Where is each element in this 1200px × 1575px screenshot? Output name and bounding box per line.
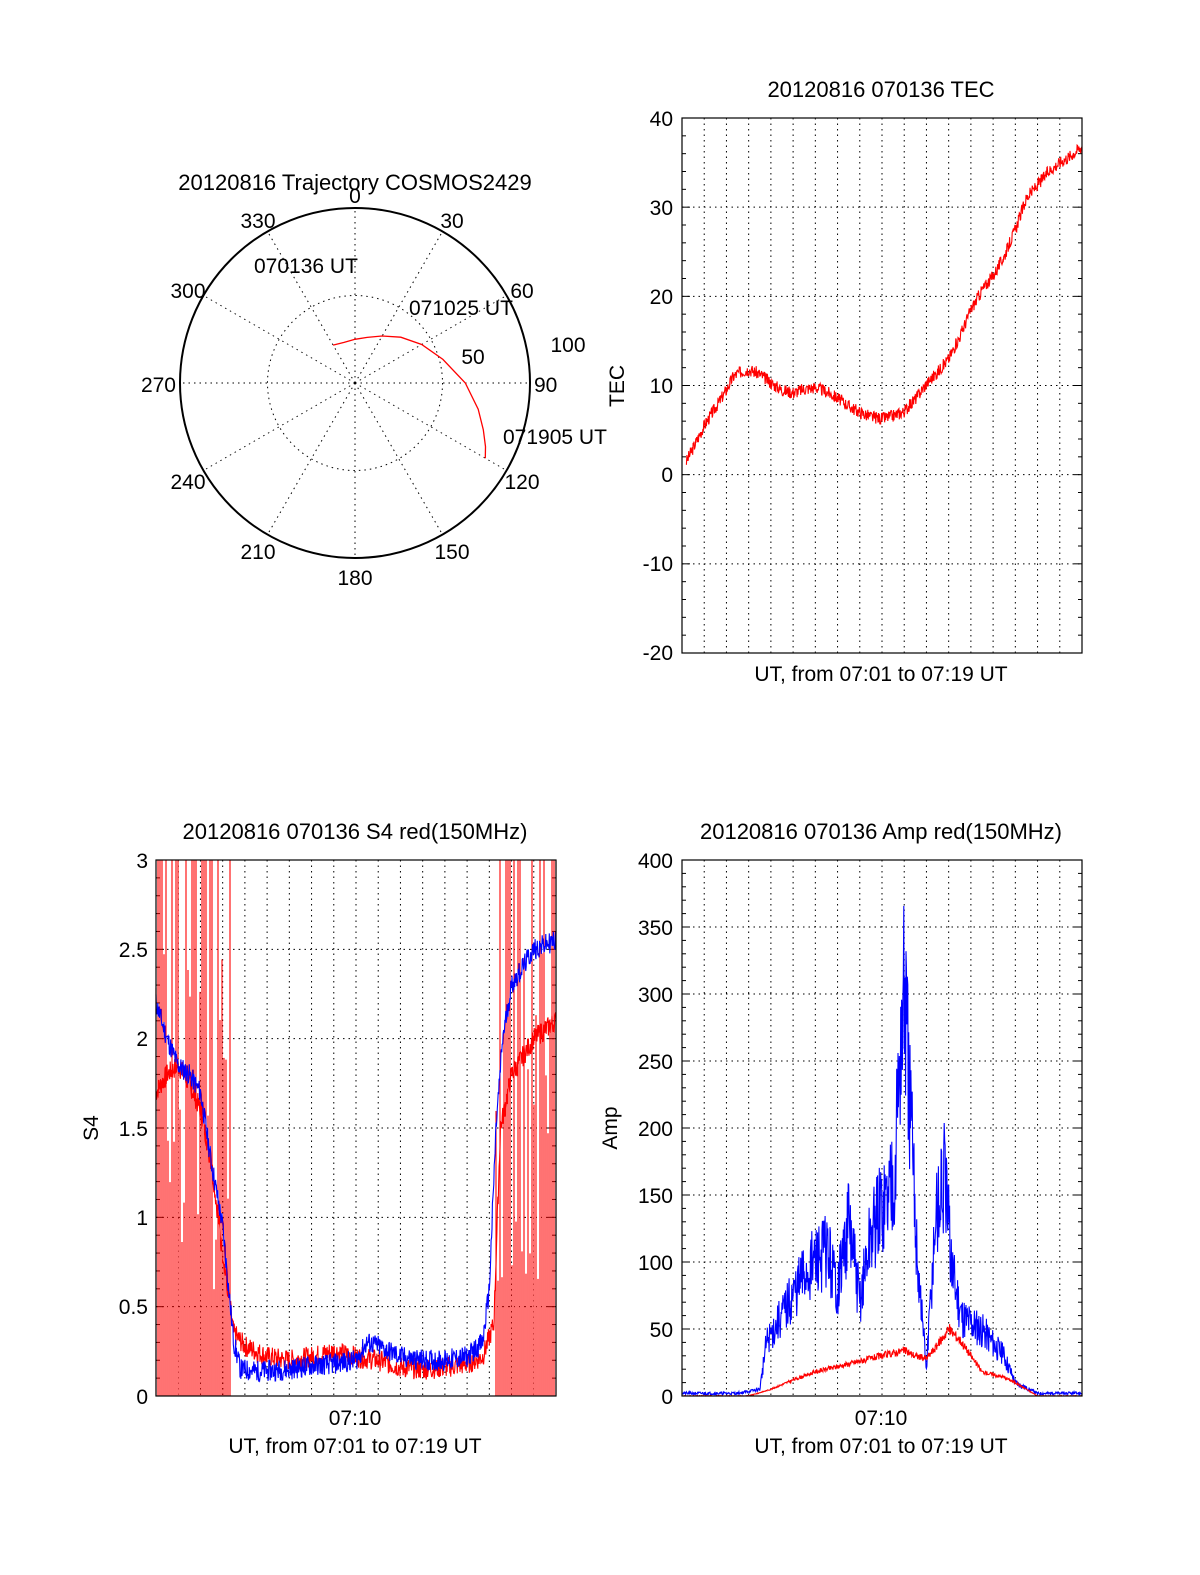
polar-title: 20120816 Trajectory COSMOS2429	[178, 170, 531, 195]
tec-ytick: -20	[643, 642, 673, 665]
series-line	[685, 143, 1083, 465]
series-line	[155, 931, 557, 1383]
s4-title: 20120816 070136 S4 red(150MHz)	[183, 819, 528, 844]
tec-ytick: -10	[643, 553, 673, 576]
s4-ytick: 1	[136, 1207, 148, 1230]
azimuth-label-240: 240	[170, 471, 205, 494]
s4-ytick: 1.5	[119, 1118, 148, 1141]
azimuth-label-150: 150	[434, 541, 469, 564]
s4-ytick: 2	[136, 1028, 148, 1051]
amp-panel: 20120816 070136 Amp red(150MHz) Amp 07:1…	[599, 819, 1083, 1458]
amp-title: 20120816 070136 Amp red(150MHz)	[700, 819, 1062, 844]
amp-ytick: 100	[638, 1252, 673, 1275]
azimuth-label-180: 180	[337, 567, 372, 590]
polar-grid-circle-50	[267, 295, 443, 471]
azimuth-label-30: 30	[440, 210, 463, 233]
tec-ytick: 0	[661, 464, 673, 487]
amp-ytick: 250	[638, 1051, 673, 1074]
amp-ytick: 200	[638, 1118, 673, 1141]
plot-area	[155, 859, 557, 1397]
amp-ytick: 50	[650, 1319, 673, 1342]
amp-ytick: 150	[638, 1185, 673, 1208]
azimuth-label-270: 270	[141, 374, 176, 397]
azimuth-label-330: 330	[240, 210, 275, 233]
elevation-label-50: 50	[461, 346, 484, 369]
amp-xtick: 07:10	[855, 1407, 908, 1430]
tec-xlabel: UT, from 07:01 to 07:19 UT	[754, 663, 1007, 686]
polar-panel: 20120816 Trajectory COSMOS2429 0 30 60 9…	[141, 170, 607, 590]
s4-ytick: 0	[136, 1386, 148, 1409]
tec-ytick: 20	[650, 286, 673, 309]
s4-xlabel: UT, from 07:01 to 07:19 UT	[228, 1435, 481, 1458]
time-label-end: 071905 UT	[503, 426, 607, 449]
elevation-label-100: 100	[550, 334, 585, 357]
polar-outer-circle	[179, 207, 531, 559]
amp-yticks: 400 350 300 250 200 150 100 50 0	[638, 850, 673, 1409]
polar-grid-spoke	[203, 382, 356, 471]
polar-grid-spoke	[267, 382, 356, 535]
azimuth-label-90: 90	[534, 374, 557, 397]
s4-ylabel: S4	[80, 1115, 103, 1141]
trajectory-line	[332, 335, 487, 459]
plot-frame	[155, 859, 557, 1397]
tec-title: 20120816 070136 TEC	[767, 77, 994, 102]
plot-area	[681, 859, 1083, 1397]
tec-panel: 20120816 070136 TEC TEC UT, from 07:01 t…	[606, 77, 1083, 686]
amp-ytick: 300	[638, 984, 673, 1007]
series-line	[682, 905, 1083, 1397]
s4-xtick: 07:10	[329, 1407, 382, 1430]
s4-panel: 20120816 070136 S4 red(150MHz) S4 07:10 …	[80, 819, 557, 1458]
azimuth-label-120: 120	[504, 471, 539, 494]
amp-ytick: 350	[638, 917, 673, 940]
polar-series	[332, 335, 487, 459]
time-label-start: 070136 UT	[254, 255, 358, 278]
amp-ytick: 0	[661, 1386, 673, 1409]
azimuth-label-60: 60	[510, 280, 533, 303]
plot-area	[681, 117, 1083, 654]
amp-ytick: 400	[638, 850, 673, 873]
plot-frame	[681, 859, 1083, 1397]
time-label-mid: 071025 UT	[409, 297, 513, 320]
azimuth-label-210: 210	[240, 541, 275, 564]
tec-ytick: 30	[650, 197, 673, 220]
azimuth-label-300: 300	[170, 280, 205, 303]
tec-yticks: 40 30 20 10 0 -10 -20	[643, 108, 673, 665]
polar-grid-spoke	[354, 382, 443, 535]
polar-grid	[180, 208, 530, 558]
s4-yticks: 3 2.5 2 1.5 1 0.5 0	[119, 850, 148, 1409]
azimuth-label-0: 0	[349, 185, 361, 208]
amp-ylabel: Amp	[599, 1106, 622, 1149]
tec-ylabel: TEC	[606, 365, 629, 407]
amp-xlabel: UT, from 07:01 to 07:19 UT	[754, 1435, 1007, 1458]
tec-ytick: 10	[650, 375, 673, 398]
tec-ytick: 40	[650, 108, 673, 131]
s4-ytick: 3	[136, 850, 148, 873]
s4-ytick: 2.5	[119, 939, 148, 962]
plot-frame	[681, 117, 1083, 654]
polar-azimuth-labels: 0 30 60 90 120 150 180 210 240 270 300 3…	[141, 185, 557, 590]
series-line	[155, 1012, 557, 1380]
polar-grid-spoke	[354, 382, 507, 471]
s4-ytick: 0.5	[119, 1296, 148, 1319]
